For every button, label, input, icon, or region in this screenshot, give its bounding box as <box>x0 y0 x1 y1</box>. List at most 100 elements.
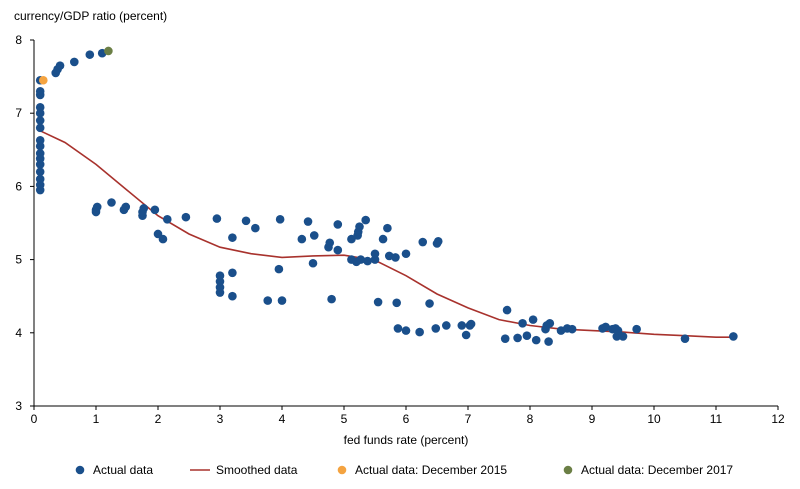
actual-data-point <box>212 214 222 223</box>
y-axis-ticks: 3 4 5 6 7 8 <box>15 33 34 413</box>
legend-label: Actual data: December 2015 <box>355 463 507 477</box>
actual-data-point <box>531 335 541 345</box>
legend-dot-swatch <box>75 465 85 475</box>
actual-data-point <box>632 324 641 334</box>
actual-data-point <box>393 324 403 333</box>
actual-data-point <box>274 264 284 274</box>
actual-data-point <box>70 57 79 67</box>
y-tick-label: 5 <box>15 253 22 267</box>
actual-data-point <box>457 321 467 330</box>
actual-data-point <box>442 321 451 330</box>
actual-data-point <box>729 332 738 341</box>
x-tick-label: 10 <box>647 412 661 426</box>
actual-data-point <box>35 174 45 184</box>
actual-data-point <box>263 296 273 305</box>
legend-dot-swatch <box>337 465 347 475</box>
actual-data-point <box>347 234 356 244</box>
december-2017-point <box>104 46 113 56</box>
actual-data-point <box>35 149 45 158</box>
legend-label: Actual data <box>93 463 153 477</box>
december-2015-point <box>39 75 48 85</box>
legend: Actual data Smoothed data Actual data: Dec… <box>75 463 733 477</box>
actual-data-point <box>241 216 251 226</box>
actual-data-point <box>378 234 388 244</box>
actual-data-point <box>518 318 527 328</box>
x-tick-label: 7 <box>465 412 472 426</box>
actual-data-point <box>401 326 411 335</box>
actual-data-point <box>363 256 372 266</box>
x-tick-label: 11 <box>710 412 723 426</box>
actual-data-point <box>297 234 307 244</box>
actual-data-point <box>383 223 392 233</box>
actual-data-point <box>228 291 237 301</box>
actual-data-point <box>55 61 65 70</box>
x-tick-label: 12 <box>771 412 785 426</box>
actual-data-point <box>333 220 343 229</box>
x-tick-label: 0 <box>31 412 38 426</box>
actual-data-point <box>35 103 45 112</box>
actual-data-point <box>85 50 95 59</box>
actual-data-point <box>35 135 45 145</box>
actual-data-point <box>121 202 131 212</box>
actual-data-point <box>545 318 555 328</box>
actual-data-point <box>277 296 287 305</box>
actual-data-point <box>433 237 443 246</box>
x-tick-label: 6 <box>403 412 410 426</box>
actual-data-point <box>92 202 102 212</box>
y-tick-label: 6 <box>15 179 22 193</box>
x-tick-label: 4 <box>279 412 286 426</box>
actual-data-point <box>392 298 402 308</box>
actual-data-point <box>215 271 225 281</box>
x-tick-label: 2 <box>155 412 162 426</box>
actual-data-point <box>618 332 628 341</box>
actual-data-point <box>325 238 335 248</box>
actual-data-point <box>355 222 364 231</box>
actual-data-point <box>327 294 336 304</box>
smoothed-data-line <box>39 130 734 338</box>
actual-data-point <box>613 326 623 335</box>
actual-data-point <box>522 331 532 341</box>
actual-data-point <box>461 330 471 340</box>
actual-data-point <box>303 217 313 226</box>
actual-data-point <box>163 215 172 224</box>
x-axis-title: fed funds rate (percent) <box>344 433 469 447</box>
actual-data-point <box>35 123 45 133</box>
actual-data-point <box>35 167 45 177</box>
actual-data-point <box>418 237 428 247</box>
actual-data-point <box>513 333 522 343</box>
actual-data-point <box>333 245 343 255</box>
actual-data-point <box>601 322 610 332</box>
actual-data-point <box>370 249 380 259</box>
x-tick-label: 8 <box>527 412 534 426</box>
actual-data-point <box>228 233 237 242</box>
actual-data-point <box>309 231 319 240</box>
x-tick-label: 9 <box>589 412 596 426</box>
actual-data-point <box>308 258 318 268</box>
legend-label: Actual data: December 2017 <box>581 463 733 477</box>
actual-data-point <box>466 319 476 329</box>
actual-data-point <box>500 334 510 343</box>
actual-data-point <box>680 334 690 343</box>
actual-data-point <box>150 205 160 215</box>
actual-data-point <box>356 255 366 264</box>
actual-data-point <box>567 324 577 334</box>
y-tick-label: 8 <box>15 33 22 47</box>
actual-data-point <box>35 116 45 125</box>
x-tick-label: 1 <box>93 412 100 426</box>
actual-data-point <box>544 337 553 346</box>
actual-data-point <box>401 249 411 259</box>
x-axis-ticks: 0 1 2 3 4 5 6 7 8 9 10 11 12 <box>31 406 785 426</box>
actual-data-point <box>251 223 260 233</box>
y-tick-label: 4 <box>15 326 22 340</box>
legend-dot-swatch <box>563 465 573 475</box>
actual-data-point <box>275 215 285 224</box>
actual-data-point <box>181 212 191 222</box>
actual-data-point <box>502 305 512 315</box>
actual-data-point <box>528 315 538 324</box>
actual-data-point <box>373 297 383 307</box>
data-points <box>35 46 738 346</box>
actual-data-point <box>158 234 168 244</box>
x-tick-label: 5 <box>341 412 348 426</box>
actual-data-point <box>35 86 45 96</box>
